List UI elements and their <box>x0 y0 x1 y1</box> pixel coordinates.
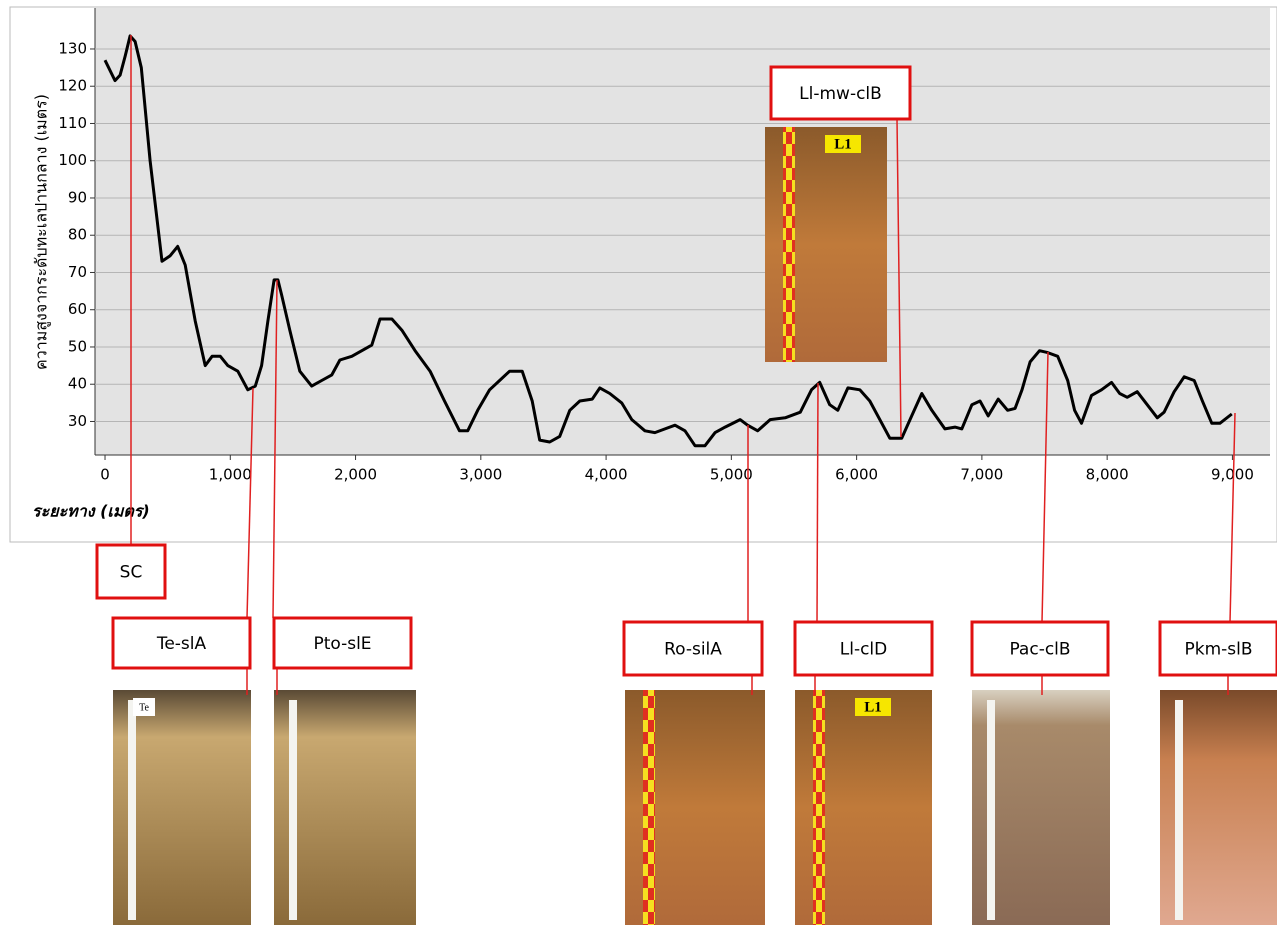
y-tick-label: 50 <box>68 337 87 355</box>
label-text: Pac-clB <box>1009 640 1070 660</box>
label-text: Ro-silA <box>664 640 722 660</box>
label-text: Pto-slE <box>313 634 371 654</box>
y-tick-label: 110 <box>58 114 87 132</box>
tape <box>1175 700 1183 920</box>
chart: ความสูงจากระดับทะเลปานกลาง (เมตร) ระยะทา… <box>0 0 1277 925</box>
label-text: Te-slA <box>156 634 207 654</box>
label-text: Pkm-slB <box>1184 640 1252 660</box>
x-tick-label: 6,000 <box>835 466 878 484</box>
y-tick-label: 70 <box>68 263 87 281</box>
x-tick-label: 1,000 <box>209 466 252 484</box>
tape <box>128 700 136 920</box>
x-tick-label: 8,000 <box>1086 466 1129 484</box>
y-tick-label: 100 <box>58 151 87 169</box>
photo-tag: Te <box>139 702 149 713</box>
plot-area <box>95 8 1270 455</box>
y-tick-label: 120 <box>58 77 87 95</box>
y-tick-label: 130 <box>58 39 87 57</box>
photo-tag: L1 <box>864 699 882 715</box>
x-tick-label: 7,000 <box>960 466 1003 484</box>
label-text: Ll-mw-clB <box>799 84 882 104</box>
tape <box>289 700 297 920</box>
y-tick-label: 60 <box>68 300 87 318</box>
y-tick-label: 30 <box>68 412 87 430</box>
ruler <box>783 127 795 362</box>
ruler <box>813 690 825 925</box>
x-tick-label: 3,000 <box>459 466 502 484</box>
label-text: Ll-clD <box>840 640 888 660</box>
photo-tag: L1 <box>834 136 852 152</box>
ruler <box>643 690 655 925</box>
x-tick-label: 0 <box>100 466 110 484</box>
connector <box>817 383 818 622</box>
y-tick-label: 80 <box>68 226 87 244</box>
y-axis-label: ความสูงจากระดับทะเลปานกลาง (เมตร) <box>32 94 52 370</box>
label-text: SC <box>120 563 143 583</box>
x-tick-label: 2,000 <box>334 466 377 484</box>
x-tick-label: 9,000 <box>1211 466 1254 484</box>
y-tick-label: 90 <box>68 188 87 206</box>
tape <box>987 700 995 920</box>
x-tick-label: 4,000 <box>585 466 628 484</box>
y-tick-label: 40 <box>68 375 87 393</box>
x-tick-label: 5,000 <box>710 466 753 484</box>
x-axis-label: ระยะทาง (เมตร) <box>32 502 150 521</box>
